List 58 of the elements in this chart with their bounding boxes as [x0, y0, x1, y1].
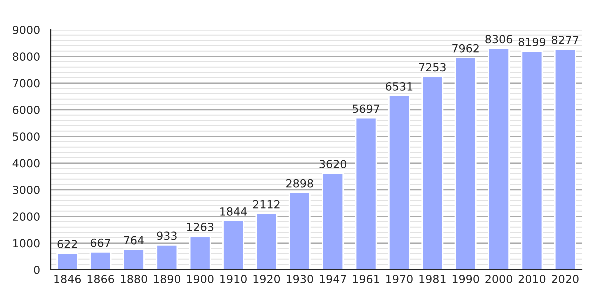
data-label: 1844: [220, 207, 248, 216]
x-tick-label: 1880: [121, 275, 148, 284]
bar: [422, 76, 444, 270]
data-label: 7253: [419, 63, 446, 72]
data-label: 5697: [353, 104, 380, 114]
bar: [521, 50, 544, 270]
bar: [554, 48, 576, 270]
x-tick-label: 1930: [286, 275, 314, 284]
y-tick-label: 6000: [13, 106, 40, 114]
data-label: 764: [124, 236, 144, 245]
x-tick-label: 2000: [486, 275, 512, 284]
y-tick-label: 0: [34, 266, 40, 274]
y-tick-label: 9000: [13, 26, 40, 34]
x-tick-label: 1990: [452, 275, 480, 284]
bar: [355, 117, 378, 270]
data-label: 8306: [486, 35, 512, 44]
data-label: 6531: [386, 82, 413, 91]
y-tick-label: 8000: [13, 52, 40, 62]
x-tick-label: 1890: [154, 275, 181, 284]
bar: [222, 220, 245, 270]
y-tick-label: 5000: [13, 132, 40, 142]
x-tick-label: 1846: [54, 275, 82, 284]
y-tick-label: 1000: [14, 239, 40, 248]
bar: [388, 95, 410, 270]
x-tick-label: 1920: [254, 275, 280, 284]
data-label: 3620: [320, 160, 346, 169]
y-tick-label: 3000: [13, 186, 40, 194]
x-tick-label: 1910: [220, 275, 247, 284]
data-label: 8277: [552, 36, 579, 44]
x-tick-label: 2020: [552, 275, 579, 284]
data-label: 7962: [452, 44, 479, 53]
bar: [256, 212, 278, 270]
x-tick-label: 1970: [386, 275, 413, 284]
bar: [56, 252, 79, 270]
data-label: 667: [90, 238, 110, 248]
x-tick-label: 1866: [88, 275, 114, 284]
bar: [189, 236, 212, 270]
data-label: 2898: [286, 179, 314, 188]
bar: [122, 248, 145, 270]
y-tick-label: 7000: [13, 79, 40, 88]
data-label: 8199: [518, 38, 546, 46]
x-tick-label: 1947: [320, 275, 346, 284]
x-tick-label: 1981: [420, 275, 446, 284]
y-tick-label: 4000: [12, 159, 40, 168]
x-tick-label: 1900: [187, 275, 214, 284]
y-tick-label: 2000: [13, 212, 40, 222]
data-label: 1263: [187, 222, 214, 232]
data-label: 933: [157, 232, 177, 240]
bar: [454, 56, 477, 270]
x-tick-label: 2010: [518, 275, 546, 284]
data-label: 2112: [253, 200, 280, 209]
bar: [156, 244, 178, 270]
bar: [288, 192, 311, 270]
bar: [488, 48, 510, 270]
bar: [90, 252, 112, 270]
x-tick-label: 1961: [353, 275, 380, 284]
data-label: 622: [58, 240, 78, 248]
bar: [322, 172, 344, 270]
